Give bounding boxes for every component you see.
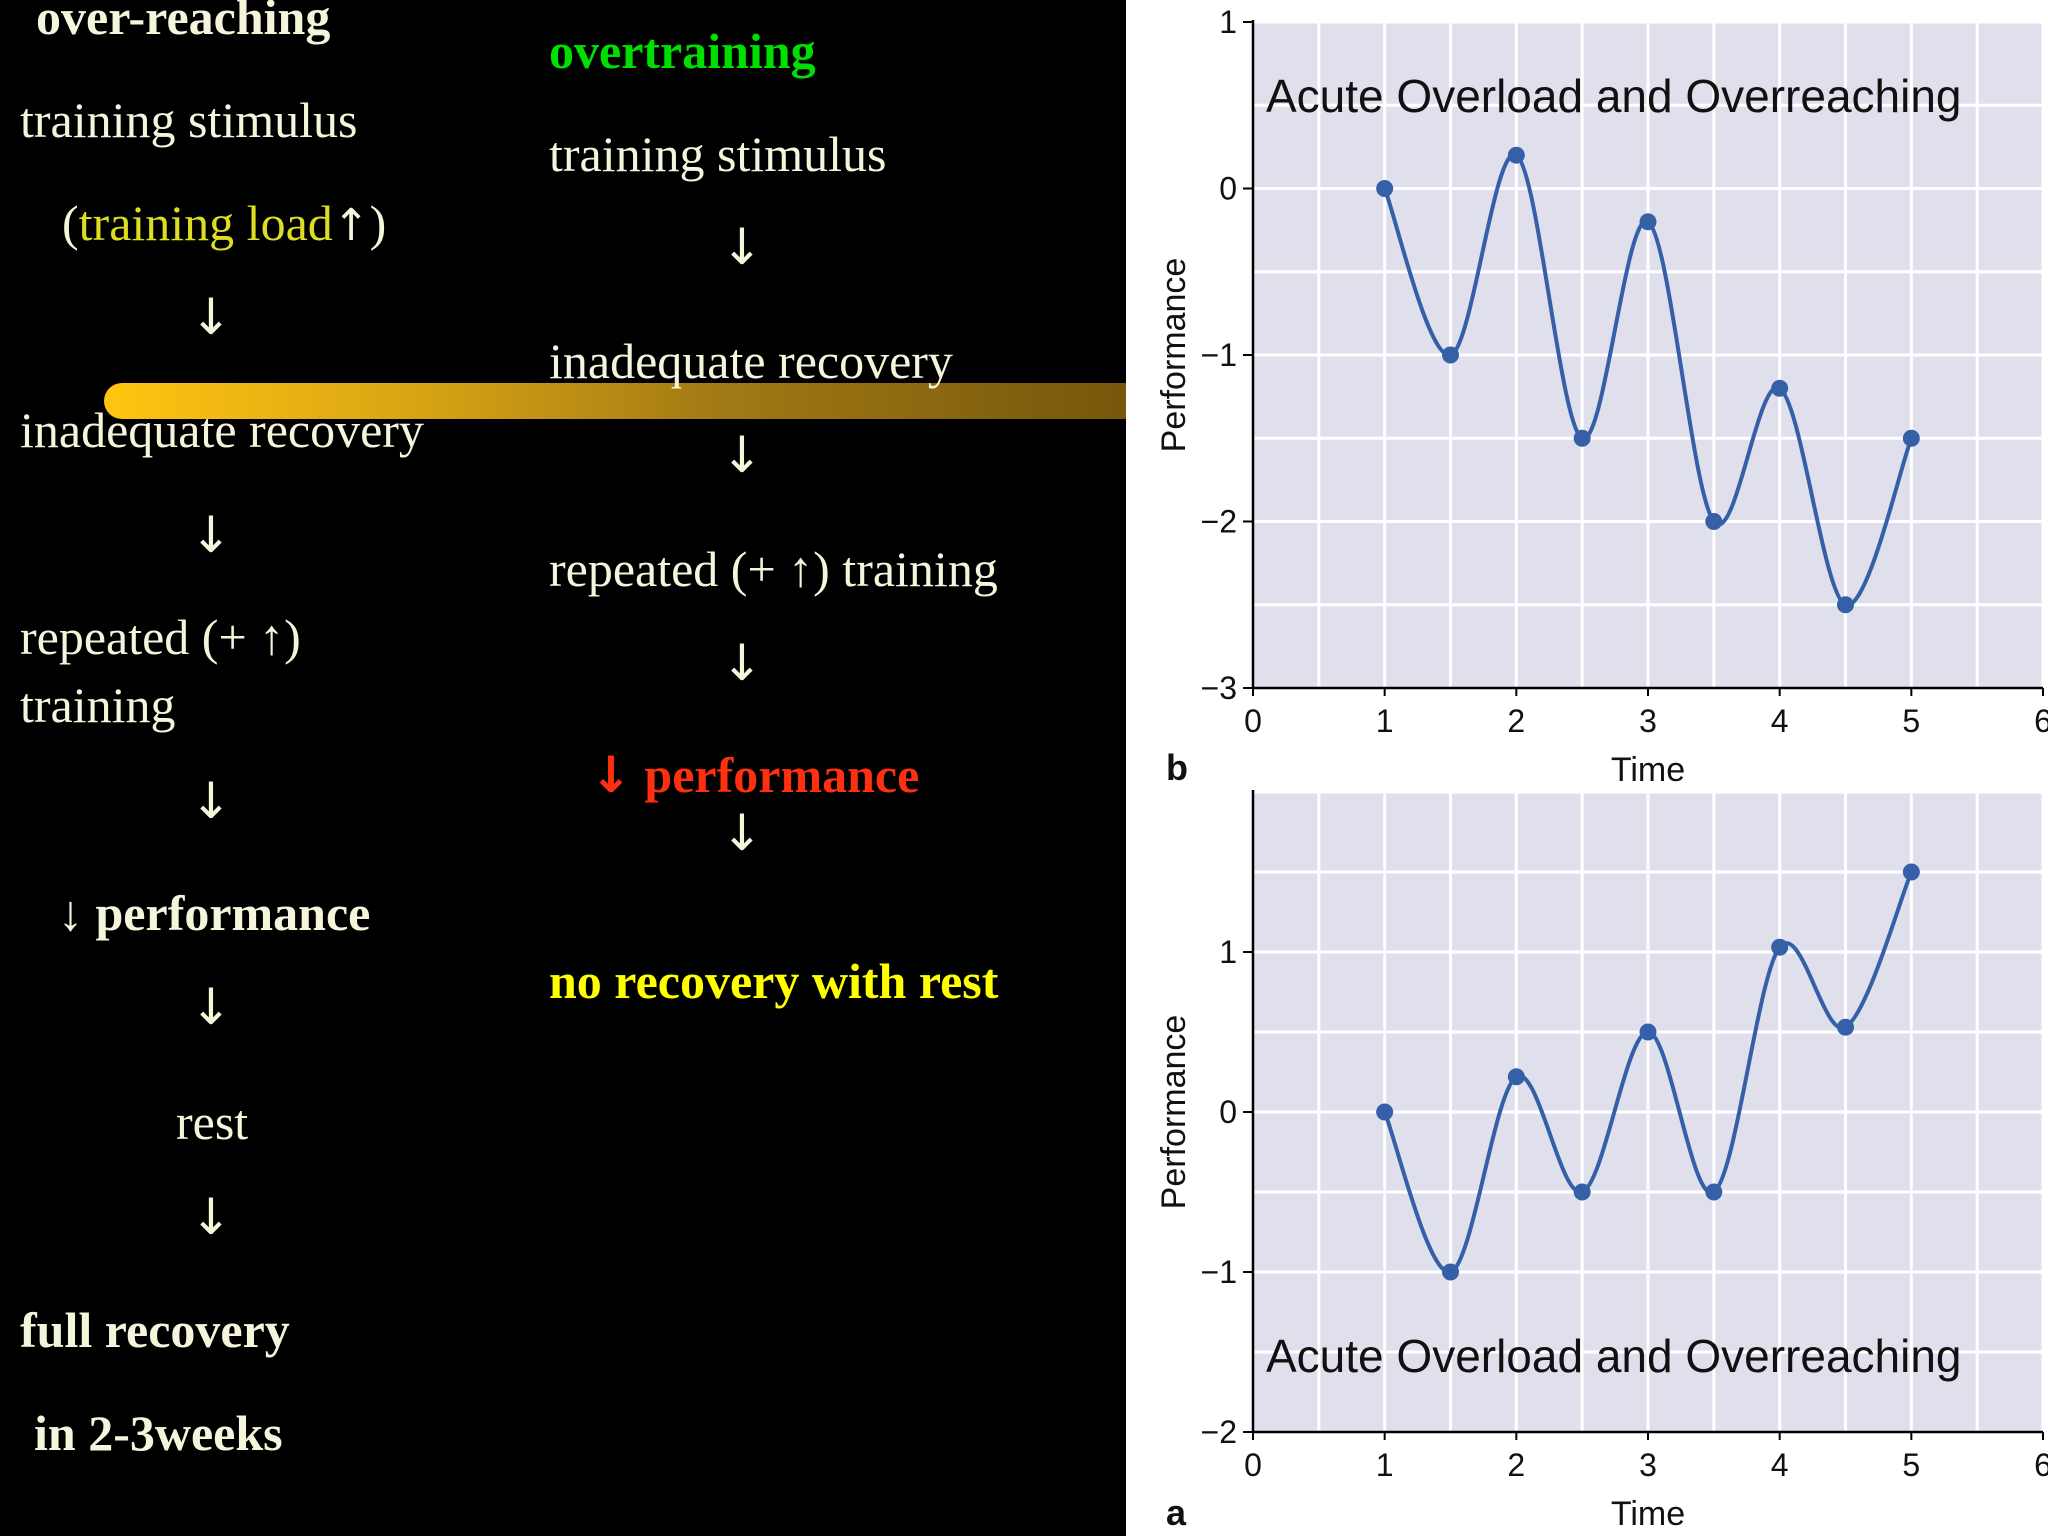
x-tick-label: 4	[1771, 703, 1789, 739]
overtraining-step-inadequate: inadequate recovery	[549, 333, 953, 389]
x-axis-label: Time	[1611, 1495, 1685, 1533]
data-point	[1573, 429, 1591, 447]
overreaching-step-load: (training load↑)	[62, 195, 387, 251]
overreaching-step-training: training	[20, 677, 176, 733]
data-point	[1639, 1023, 1657, 1041]
data-point	[1771, 938, 1789, 956]
chart-title: Acute Overload and Overreaching	[1266, 1330, 1962, 1382]
down-arrow-icon: ↓	[190, 772, 232, 830]
data-point	[1376, 1103, 1394, 1121]
overreaching-step-performance: ↓ performance	[58, 885, 371, 941]
x-tick-label: 3	[1639, 1447, 1657, 1483]
chart-title: Acute Overload and Overreaching	[1266, 70, 1962, 122]
down-arrow-icon: ↓	[190, 288, 232, 346]
overtraining-step-stimulus: training stimulus	[549, 126, 887, 182]
x-tick-label: 3	[1639, 703, 1657, 739]
data-point	[1902, 429, 1920, 447]
data-point	[1442, 346, 1459, 364]
overreaching-step-stimulus: training stimulus	[20, 92, 358, 148]
x-tick-label: 0	[1244, 1447, 1262, 1483]
data-point	[1442, 1263, 1459, 1281]
data-point	[1507, 146, 1525, 164]
panel-label: b	[1166, 747, 1188, 788]
data-point	[1705, 1183, 1723, 1201]
x-tick-label: 2	[1507, 703, 1525, 739]
data-point	[1573, 1183, 1591, 1201]
x-tick-label: 4	[1771, 1447, 1789, 1483]
y-tick-label: 1	[1219, 934, 1237, 970]
y-tick-label: −1	[1201, 337, 1237, 373]
overtraining-step-no-recovery: no recovery with rest	[549, 953, 999, 1009]
overtraining-heading: overtraining	[549, 23, 816, 79]
down-arrow-icon: ↓	[190, 506, 232, 564]
y-axis-label: Performance	[1155, 1015, 1193, 1210]
overreaching-step-repeated: repeated (+ ↑)	[20, 609, 301, 665]
y-tick-label: −3	[1201, 670, 1237, 706]
y-tick-label: −1	[1201, 1254, 1237, 1290]
y-tick-label: −2	[1201, 1414, 1237, 1450]
x-tick-label: 2	[1507, 1447, 1525, 1483]
x-tick-label: 1	[1376, 703, 1394, 739]
data-point	[1837, 1018, 1854, 1036]
down-arrow-icon: ↓	[190, 978, 232, 1036]
data-point	[1376, 180, 1394, 197]
charts-panel: 1 0 −1 −2 −3 0 1 2 3 4 5 6 Time Performance Acute Over…	[1126, 0, 2048, 1536]
x-axis-label: Time	[1611, 751, 1685, 789]
y-tick-label: 0	[1219, 171, 1237, 207]
x-tick-label: 5	[1902, 703, 1920, 739]
down-arrow-icon: ↓	[721, 218, 763, 276]
x-tick-label: 0	[1244, 703, 1262, 739]
overreaching-step-rest: rest	[176, 1094, 249, 1150]
y-tick-label: 1	[1219, 4, 1237, 40]
data-point	[1771, 379, 1789, 397]
panel-label: a	[1166, 1492, 1187, 1533]
y-tick-label: 0	[1219, 1094, 1237, 1130]
highlight-bar	[104, 383, 1126, 419]
x-tick-label: 1	[1376, 1447, 1394, 1483]
overreaching-step-weeks: in 2-3weeks	[34, 1405, 283, 1461]
data-point	[1902, 863, 1920, 881]
overtraining-step-performance: ↓ performance	[590, 746, 920, 804]
text-panel: over-reaching training stimulus (trainin…	[20, 0, 1126, 1461]
overtraining-step-repeated: repeated (+ ↑) training	[549, 541, 998, 597]
y-axis-label: Performance	[1155, 258, 1193, 453]
data-point	[1507, 1068, 1525, 1086]
down-arrow-icon: ↓	[190, 1188, 232, 1246]
x-tick-label: 5	[1902, 1447, 1920, 1483]
y-tick-label: −2	[1201, 504, 1237, 540]
x-tick-label: 6	[2034, 1447, 2048, 1483]
data-point	[1639, 213, 1657, 231]
data-point	[1837, 596, 1854, 614]
down-arrow-icon: ↓	[721, 634, 763, 692]
down-arrow-icon: ↓	[721, 804, 763, 862]
down-arrow-icon: ↓	[721, 426, 763, 484]
x-tick-label: 6	[2034, 703, 2048, 739]
data-point	[1705, 513, 1723, 530]
overreaching-heading: over-reaching	[36, 0, 331, 45]
overreaching-step-full-recovery: full recovery	[20, 1302, 290, 1358]
overreaching-step-inadequate: inadequate recovery	[20, 402, 424, 458]
